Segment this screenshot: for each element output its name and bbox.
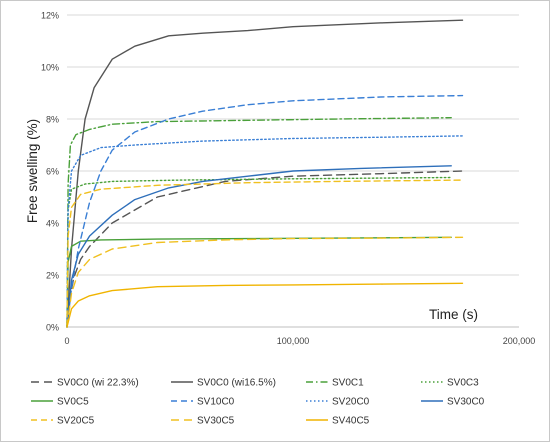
y-axis-label: Free swelling (%) <box>25 119 40 223</box>
y-tick-label: 12% <box>41 11 59 21</box>
x-tick-label: 100,000 <box>277 336 310 346</box>
legend-label: SV0C1 <box>332 378 364 389</box>
y-tick-label: 0% <box>46 323 59 333</box>
series-lines <box>66 19 464 328</box>
y-tick-label: 8% <box>46 115 59 125</box>
series-line-8 <box>66 179 464 328</box>
y-tick-label: 4% <box>46 219 59 229</box>
x-tick-label: 0 <box>64 336 69 346</box>
series-line-5 <box>66 94 464 328</box>
y-tick-labels: 0% 2% 4% 6% 8% 10% 12% <box>41 11 59 333</box>
legend-label: SV20C5 <box>57 416 95 427</box>
legend-label: SV30C5 <box>197 416 235 427</box>
x-tick-labels: 0 100,000 200,000 <box>64 336 535 346</box>
y-tick-label: 10% <box>41 63 59 73</box>
legend-label: SV20C0 <box>332 397 370 408</box>
series-line-2 <box>66 116 452 328</box>
legend-label: SV0C0 (wi 22.3%) <box>57 378 139 389</box>
y-tick-label: 2% <box>46 271 59 281</box>
y-tick-label: 6% <box>46 167 59 177</box>
series-line-3 <box>66 176 452 328</box>
legend: SV0C0 (wi 22.3%) SV0C0 (wi16.5%) SV0C1 SV0C… <box>31 378 485 427</box>
x-tick-label: 200,000 <box>503 336 536 346</box>
legend-label: SV0C5 <box>57 397 89 408</box>
legend-label: SV10C0 <box>197 397 235 408</box>
series-line-10 <box>66 282 464 328</box>
legend-label: SV0C3 <box>447 378 479 389</box>
series-line-9 <box>66 236 464 328</box>
series-line-0 <box>66 170 464 328</box>
series-line-6 <box>66 135 464 328</box>
legend-label: SV40C5 <box>332 416 370 427</box>
series-line-1 <box>66 19 464 328</box>
legend-label: SV0C0 (wi16.5%) <box>197 378 276 389</box>
legend-label: SV30C0 <box>447 397 485 408</box>
series-line-4 <box>66 236 452 328</box>
x-axis-label: Time (s) <box>429 307 478 322</box>
series-line-7 <box>66 165 452 328</box>
